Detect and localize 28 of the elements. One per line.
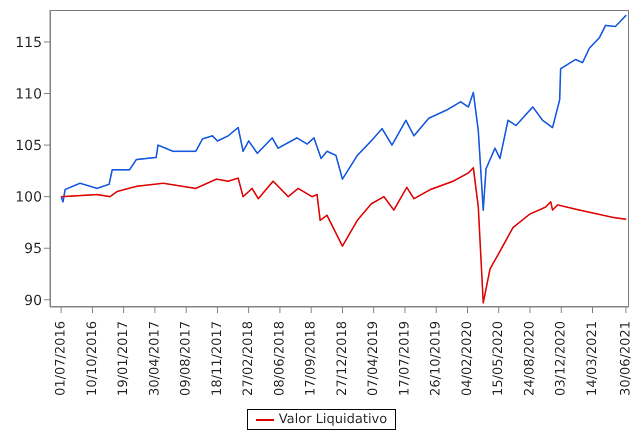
y-tick-label: 115 (15, 34, 42, 51)
x-tick-label: 17/07/2019 (397, 321, 412, 396)
x-tick-label: 27/12/2018 (334, 321, 350, 396)
x-tick-label: 15/05/2020 (491, 321, 506, 396)
x-tick-label: 08/06/2018 (272, 321, 288, 396)
x-tick-label: 09/08/2017 (178, 321, 194, 396)
line-series (60, 14, 628, 211)
x-tick-label: 14/03/2021 (584, 321, 600, 396)
x-tick-label: 04/02/2020 (460, 321, 475, 396)
x-tick-label: 10/10/2016 (84, 321, 100, 396)
y-tick-label: 105 (15, 138, 42, 154)
x-tick-label: 07/04/2019 (366, 321, 382, 396)
x-tick-label: 03/12/2020 (554, 321, 569, 396)
line-series (60, 166, 628, 304)
x-tick-label: 01/07/2016 (54, 321, 69, 396)
y-tick-label: 100 (15, 190, 42, 206)
x-tick-label: 17/09/2018 (304, 321, 319, 396)
x-tick-label: 30/06/2021 (618, 321, 634, 396)
x-tick-label: 18/11/2017 (210, 321, 225, 396)
y-tick-label: 90 (24, 292, 42, 309)
x-tick-label: 26/10/2019 (428, 321, 444, 396)
x-tick-label: 30/04/2017 (147, 321, 162, 396)
x-tick-label: 24/08/2020 (522, 321, 538, 396)
y-tick-label: 95 (24, 241, 42, 258)
x-tick-label: 27/02/2018 (241, 321, 256, 396)
x-tick-label: 19/01/2017 (116, 321, 132, 396)
y-tick-label: 110 (15, 86, 42, 102)
legend-label: Valor Liquidativo (278, 412, 388, 427)
